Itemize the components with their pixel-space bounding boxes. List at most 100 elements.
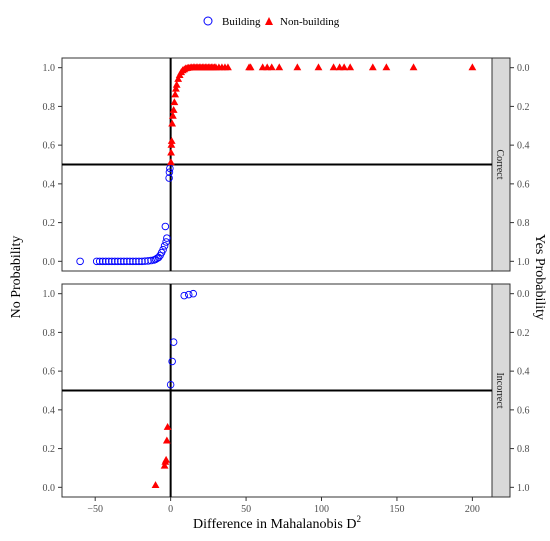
point-non-building — [368, 63, 377, 71]
point-building — [144, 257, 152, 265]
point-non-building — [170, 98, 179, 106]
point-non-building — [346, 63, 355, 71]
y-tick-label-right: 0.0 — [517, 63, 530, 74]
point-non-building — [162, 455, 171, 463]
x-tick-label: 100 — [314, 504, 329, 515]
strip-incorrect-label: Incorrect — [494, 372, 505, 408]
point-building — [165, 174, 173, 182]
y-tick-label-left: 0.6 — [43, 141, 56, 152]
point-building — [98, 257, 107, 266]
y-axis-title-left: No Probability — [9, 236, 24, 319]
point-building — [138, 257, 146, 266]
point-building — [135, 257, 143, 266]
point-building — [108, 257, 116, 266]
point-building — [162, 238, 170, 246]
axis-ticks: 0.0 1.0 0.2 0.8 0.4 0.6 0.6 0.4 0.8 0.2 1.0 0.0 0.0 1… — [43, 63, 530, 515]
legend-building-symbol — [203, 16, 213, 26]
x-axis-title: Difference in Mahalanobis D2 — [193, 514, 361, 532]
point-building — [184, 290, 193, 299]
point-building — [120, 257, 128, 266]
point-non-building — [167, 158, 175, 166]
y-tick-label-right: 0.2 — [517, 328, 530, 339]
point-non-building — [267, 63, 276, 71]
point-non-building — [151, 481, 160, 488]
point-non-building — [409, 63, 418, 71]
y-tick-label-left: 0.6 — [43, 367, 56, 378]
point-building — [123, 257, 131, 266]
x-axis-title-superscript: 2 — [356, 514, 361, 524]
point-non-building — [160, 461, 169, 469]
point-non-building — [167, 140, 176, 148]
y-tick-label-left: 0.2 — [43, 218, 56, 229]
y-tick-label-right: 0.8 — [517, 444, 530, 455]
point-building — [126, 257, 134, 266]
point-building — [111, 257, 119, 266]
panel-incorrect: Incorrect — [61, 283, 511, 498]
point-non-building — [168, 111, 177, 119]
x-tick-label: −50 — [87, 504, 103, 515]
point-non-building — [224, 63, 232, 71]
point-building — [160, 242, 169, 250]
point-building — [101, 257, 110, 266]
y-tick-label-right: 1.0 — [517, 257, 530, 268]
point-building — [159, 245, 167, 254]
legend-non-building-label: Non-building — [280, 16, 340, 28]
point-building — [165, 168, 174, 176]
point-building — [129, 257, 137, 266]
point-non-building — [246, 63, 255, 71]
point-building — [168, 357, 176, 366]
y-tick-label-right: 1.0 — [517, 483, 530, 494]
point-building — [161, 222, 170, 231]
panel-correct: Correct — [61, 57, 511, 272]
point-non-building — [340, 63, 349, 71]
point-non-building — [314, 63, 323, 71]
point-non-building — [172, 80, 181, 88]
y-tick-label-right: 0.8 — [517, 218, 530, 229]
point-non-building — [168, 119, 177, 127]
point-non-building — [163, 422, 172, 430]
point-building — [166, 380, 175, 389]
point-non-building — [293, 63, 302, 71]
point-non-building — [171, 90, 180, 98]
point-non-building — [169, 105, 178, 113]
y-tick-label-right: 0.4 — [517, 367, 530, 378]
point-building — [141, 257, 149, 265]
point-non-building — [174, 75, 183, 82]
point-building — [189, 289, 198, 298]
y-axis-title-right: Yes Probability — [532, 234, 547, 320]
point-building — [117, 257, 125, 266]
point-non-building — [167, 136, 176, 144]
y-tick-label-left: 1.0 — [43, 289, 56, 300]
point-building — [114, 257, 122, 266]
point-non-building — [172, 84, 180, 92]
y-tick-label-left: 0.0 — [43, 257, 56, 268]
point-building — [92, 257, 101, 266]
strip-correct-label: Correct — [494, 150, 505, 180]
x-tick-label: 150 — [389, 504, 404, 515]
x-axis-title-base: Difference in Mahalanobis D — [193, 517, 356, 532]
point-non-building — [382, 63, 391, 71]
legend-non-building-symbol — [265, 17, 273, 25]
y-tick-label-left: 0.8 — [43, 328, 56, 339]
y-tick-label-right: 0.4 — [517, 141, 530, 152]
point-building — [95, 257, 104, 266]
points-correct — [62, 58, 492, 271]
x-tick-label: 50 — [241, 504, 251, 515]
point-building — [163, 234, 171, 242]
y-tick-label-left: 0.4 — [43, 179, 56, 190]
point-non-building — [275, 63, 284, 71]
point-building — [169, 338, 178, 346]
point-non-building — [468, 63, 477, 71]
point-non-building — [329, 63, 338, 71]
point-building — [105, 257, 113, 266]
points-incorrect — [62, 284, 492, 497]
point-building — [76, 257, 84, 266]
y-tick-label-right: 0.0 — [517, 289, 530, 300]
x-tick-label: 0 — [168, 504, 173, 515]
y-tick-label-right: 0.2 — [517, 102, 530, 113]
legend-building-label: Building — [222, 16, 261, 28]
y-tick-label-right: 0.6 — [517, 179, 530, 190]
x-tick-label: 200 — [465, 504, 480, 515]
y-tick-label-left: 0.2 — [43, 444, 56, 455]
